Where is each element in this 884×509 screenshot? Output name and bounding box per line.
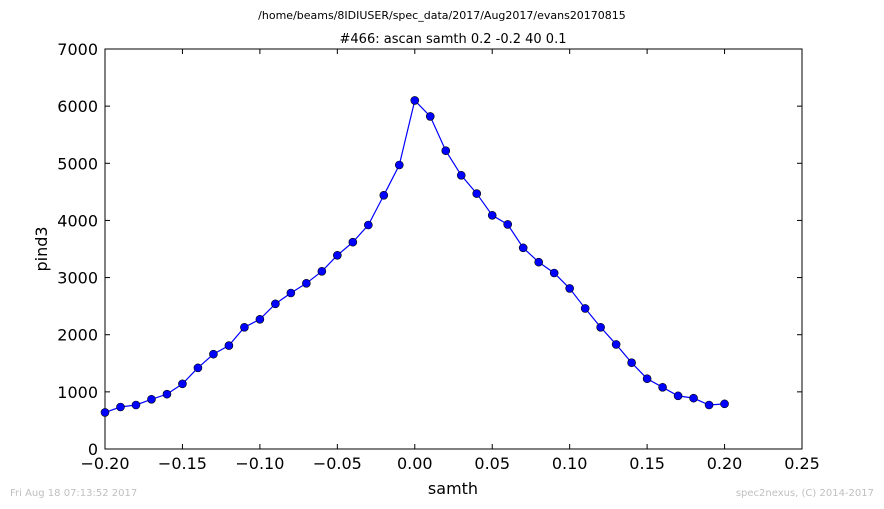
data-point bbox=[673, 391, 683, 401]
data-series-points bbox=[100, 96, 729, 417]
x-tick-label: −0.10 bbox=[235, 454, 284, 473]
data-point bbox=[394, 160, 404, 170]
data-point bbox=[689, 393, 698, 403]
data-point bbox=[271, 299, 280, 309]
x-tick-label: −0.20 bbox=[80, 454, 129, 473]
data-point bbox=[565, 284, 574, 293]
y-tick-label: 7000 bbox=[57, 40, 98, 59]
data-point bbox=[333, 250, 342, 260]
data-point bbox=[518, 243, 528, 253]
data-point bbox=[456, 170, 466, 180]
data-point bbox=[441, 146, 451, 156]
data-point bbox=[131, 400, 141, 410]
data-point bbox=[317, 266, 327, 276]
x-tick-label: 0.20 bbox=[707, 454, 743, 473]
x-tick-label: 0.15 bbox=[629, 454, 665, 473]
plot-area-frame bbox=[104, 48, 803, 450]
data-point bbox=[627, 358, 636, 368]
x-tick-label: 0.05 bbox=[474, 454, 510, 473]
data-point bbox=[100, 408, 110, 417]
x-tick-label: 0.10 bbox=[552, 454, 588, 473]
data-point bbox=[379, 190, 389, 200]
data-point bbox=[549, 268, 559, 278]
y-tick-label: 1000 bbox=[57, 383, 98, 402]
data-point bbox=[224, 341, 234, 350]
data-point bbox=[487, 210, 497, 220]
data-point bbox=[193, 363, 203, 373]
y-tick-label: 0 bbox=[88, 440, 98, 459]
chart-title: #466: ascan samth 0.2 -0.2 40 0.1 bbox=[340, 32, 567, 47]
y-tick-label: 6000 bbox=[57, 97, 98, 116]
y-tick-label: 5000 bbox=[57, 154, 98, 173]
x-tick-label: 0.25 bbox=[784, 454, 820, 473]
data-point bbox=[302, 278, 311, 288]
data-point bbox=[503, 220, 513, 229]
data-point bbox=[116, 402, 125, 412]
x-axis: −0.20 −0.15 −0.10 −0.05 0.00 0.05 0.10 0.15 0.20… bbox=[80, 49, 820, 473]
file-path-title: /home/beams/8IDIUSER/spec_data/2017/Aug2… bbox=[258, 9, 626, 22]
data-point bbox=[209, 349, 218, 359]
y-axis: 0 1000 2000 3000 4000 5000 6000 7000 bbox=[57, 40, 802, 459]
data-point bbox=[147, 394, 156, 404]
y-tick-label: 3000 bbox=[57, 269, 98, 288]
data-point bbox=[255, 314, 265, 324]
data-point bbox=[286, 288, 296, 298]
data-point bbox=[162, 389, 172, 399]
data-point bbox=[178, 379, 187, 389]
data-point bbox=[472, 189, 482, 198]
x-tick-label: −0.15 bbox=[158, 454, 207, 473]
data-point bbox=[425, 112, 435, 121]
data-point bbox=[642, 374, 652, 384]
y-tick-label: 4000 bbox=[57, 211, 98, 230]
y-axis-label: pind3 bbox=[32, 226, 51, 271]
data-point bbox=[410, 96, 420, 105]
x-axis-label: samth bbox=[428, 479, 478, 498]
data-point bbox=[240, 322, 249, 332]
data-point bbox=[611, 340, 621, 349]
data-point bbox=[658, 382, 667, 392]
data-point bbox=[596, 322, 605, 332]
x-tick-label: 0.00 bbox=[397, 454, 433, 473]
x-tick-label: −0.05 bbox=[313, 454, 362, 473]
data-point bbox=[580, 304, 590, 313]
credit-footer: spec2nexus, (C) 2014-2017 bbox=[735, 488, 874, 499]
timestamp-footer: Fri Aug 18 07:13:52 2017 bbox=[10, 488, 138, 499]
data-point bbox=[534, 257, 543, 267]
data-point bbox=[720, 399, 729, 409]
data-point bbox=[364, 220, 373, 230]
y-tick-label: 2000 bbox=[57, 326, 98, 345]
data-point bbox=[348, 237, 358, 247]
data-point bbox=[704, 400, 714, 410]
